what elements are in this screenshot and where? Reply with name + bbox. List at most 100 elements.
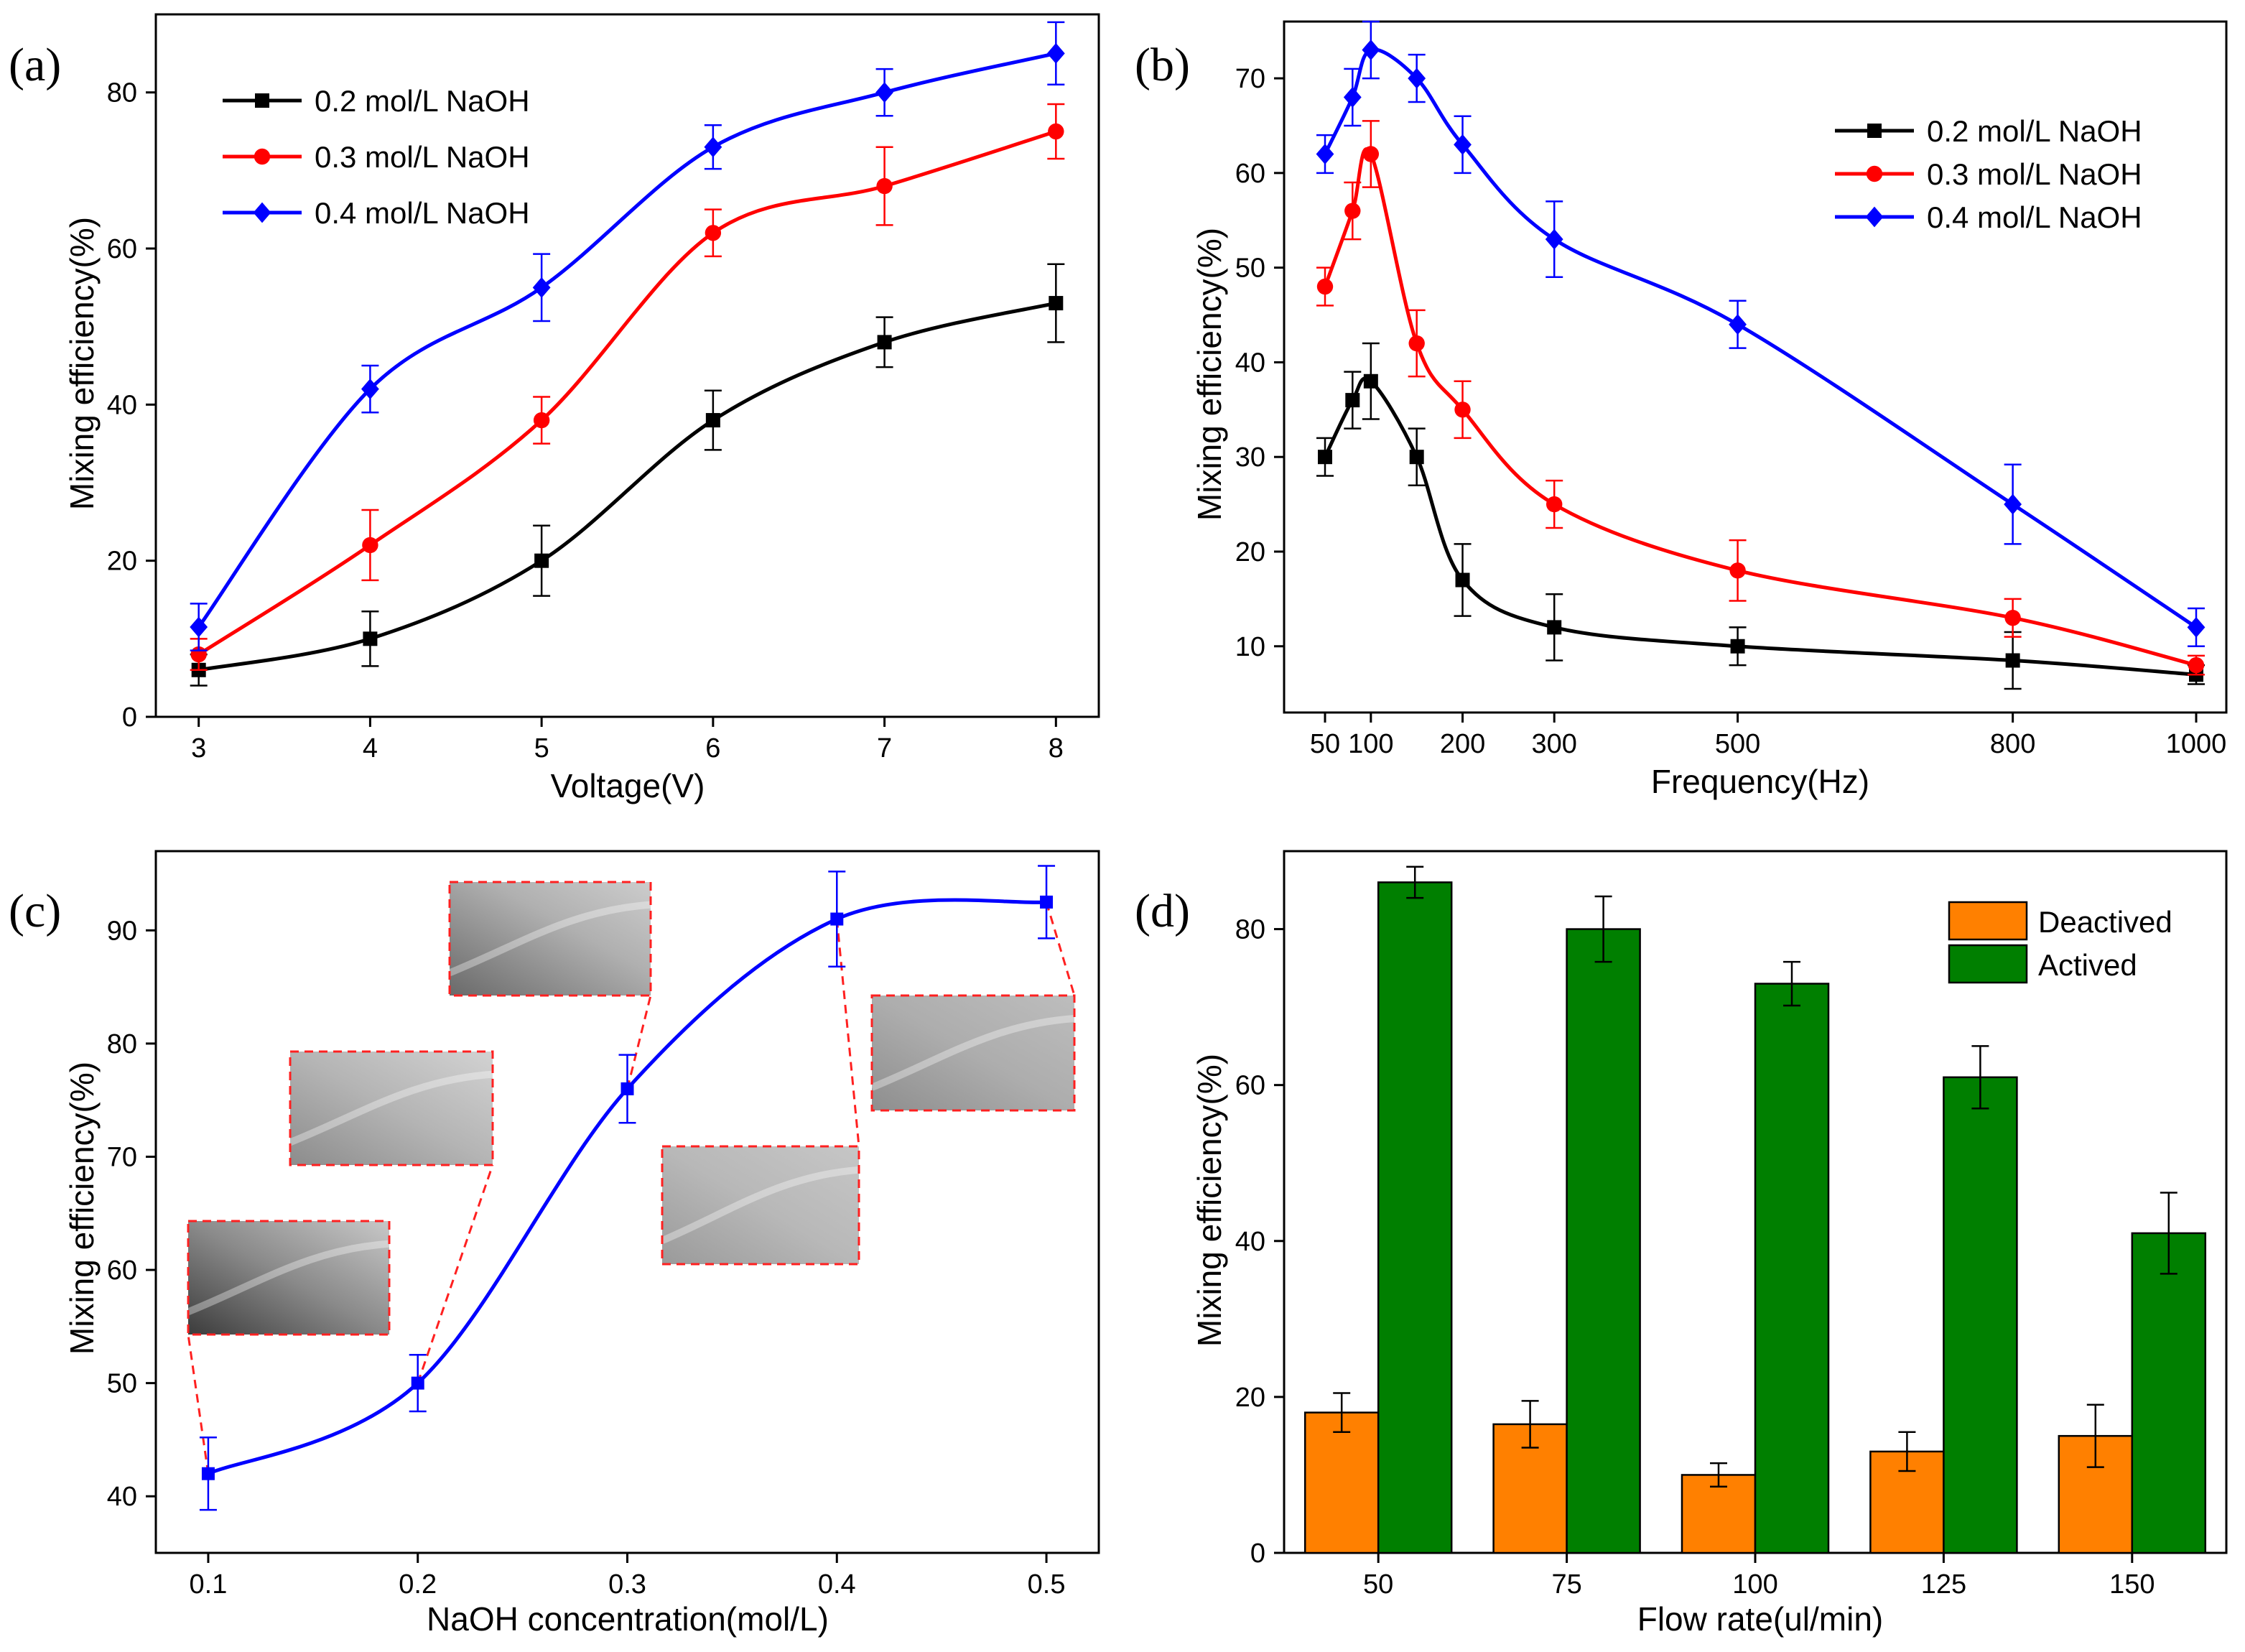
panel-b-marker bbox=[1343, 87, 1362, 108]
panel-b-marker bbox=[1408, 68, 1426, 89]
panel-b-marker bbox=[2005, 653, 2020, 668]
panel-c-y-tick-label: 90 bbox=[107, 916, 137, 946]
panel-c-inset-image bbox=[662, 1146, 859, 1264]
panel-b-legend-label: 0.2 mol/L NaOH bbox=[1927, 114, 2142, 148]
panel-c-x-tick-label: 0.4 bbox=[818, 1569, 856, 1600]
panel-a-marker bbox=[1049, 296, 1064, 311]
panel-a-legend-marker bbox=[253, 202, 271, 223]
panel-c-y-tick-label: 40 bbox=[107, 1482, 137, 1512]
panel-d-flow-rate-chart: (d) 50 75 100 125 150 0 20 40 60 80 Deactived Acti… bbox=[1135, 850, 2228, 1638]
panel-a-marker bbox=[705, 225, 722, 241]
panel-b-legend-label: 0.3 mol/L NaOH bbox=[1927, 157, 2142, 191]
panel-a-plot-frame bbox=[154, 13, 1100, 718]
panel-a-marker bbox=[362, 537, 378, 554]
panel-b-marker bbox=[2188, 656, 2205, 674]
panel-c-label: (c) bbox=[9, 885, 61, 937]
panel-c-x-tick-label: 0.5 bbox=[1028, 1569, 1066, 1600]
panel-d-y-tick-label: 80 bbox=[1235, 915, 1265, 945]
panel-b-marker bbox=[1316, 278, 1334, 295]
panel-b-legend-marker bbox=[1865, 206, 1884, 228]
panel-b-label: (b) bbox=[1135, 39, 1190, 91]
panel-c-inset-connector bbox=[835, 919, 860, 1147]
panel-d-legend-swatch bbox=[1948, 901, 2028, 941]
panel-a-x-tick-label: 7 bbox=[877, 733, 892, 764]
panel-b-x-tick-label: 200 bbox=[1440, 729, 1485, 759]
panel-b-marker bbox=[1344, 203, 1361, 219]
panel-a-marker bbox=[1046, 42, 1065, 64]
panel-b-x-tick-label: 50 bbox=[1310, 729, 1340, 759]
panel-b-x-tick-label: 1000 bbox=[2166, 729, 2227, 759]
panel-a-marker bbox=[534, 553, 549, 568]
panel-c-series-line bbox=[207, 898, 1047, 1475]
panel-a-marker bbox=[877, 335, 892, 350]
panel-b-marker bbox=[1362, 146, 1380, 162]
panel-d-label: (d) bbox=[1135, 885, 1190, 937]
panel-c-inset-connector bbox=[417, 1164, 494, 1384]
panel-a-legend-marker bbox=[254, 148, 271, 165]
panel-c-marker bbox=[201, 1467, 215, 1480]
panel-a-legend-marker bbox=[255, 93, 269, 108]
panel-c-inset-border bbox=[448, 881, 652, 997]
panel-d-y-tick-label: 60 bbox=[1235, 1071, 1265, 1101]
panel-b-marker bbox=[1409, 450, 1424, 465]
panel-a-x-axis-label: Voltage(V) bbox=[551, 767, 705, 804]
panel-d-bar-actived bbox=[1754, 983, 1830, 1554]
panel-a-y-tick-label: 40 bbox=[107, 390, 137, 420]
panel-c-marker bbox=[830, 912, 844, 926]
panel-a-y-tick-label: 60 bbox=[107, 234, 137, 264]
panel-b-marker bbox=[1546, 496, 1563, 513]
panel-c-y-tick-label: 80 bbox=[107, 1029, 137, 1059]
panel-c-inset-streak bbox=[187, 1240, 390, 1316]
panel-c-inset-streak bbox=[870, 1015, 1075, 1091]
panel-a-marker bbox=[876, 177, 893, 195]
panel-c-x-tick-label: 0.1 bbox=[190, 1569, 228, 1600]
panel-b-marker bbox=[1318, 450, 1332, 465]
panel-a-marker bbox=[361, 379, 379, 399]
panel-b-x-axis-label: Frequency(Hz) bbox=[1651, 763, 1869, 800]
panel-a-x-tick-label: 5 bbox=[534, 733, 549, 764]
panel-d-x-tick-label: 100 bbox=[1732, 1569, 1777, 1600]
panel-b-y-tick-label: 60 bbox=[1235, 159, 1265, 189]
panel-c-x-tick-label: 0.3 bbox=[608, 1569, 646, 1600]
panel-a-marker bbox=[1048, 123, 1064, 140]
panel-c-concentration-chart: (c) 0.1 0.2 0.3 0.4 0.5 40 50 60 70 80 90 NaOH con… bbox=[9, 850, 1100, 1638]
panel-b-marker bbox=[1454, 402, 1471, 418]
panel-b-y-tick-label: 20 bbox=[1235, 537, 1265, 567]
panel-b-marker bbox=[1455, 572, 1470, 588]
panel-b-marker bbox=[1547, 620, 1562, 635]
panel-a-marker bbox=[363, 631, 378, 646]
panel-a-legend-label: 0.3 mol/L NaOH bbox=[315, 140, 530, 174]
panel-b-y-tick-label: 30 bbox=[1235, 442, 1265, 473]
panel-b-x-tick-label: 500 bbox=[1715, 729, 1760, 759]
panel-d-legend-swatch bbox=[1948, 944, 2028, 984]
panel-c-insets bbox=[187, 881, 1076, 1474]
panel-b-marker bbox=[2004, 610, 2021, 626]
panel-d-y-tick-label: 40 bbox=[1235, 1227, 1265, 1257]
panel-b-x-tick-label: 100 bbox=[1348, 729, 1393, 759]
panel-c-inset-image bbox=[450, 882, 651, 996]
panel-b-legend-marker bbox=[1867, 124, 1882, 138]
panel-b-marker bbox=[1408, 335, 1425, 352]
panel-c-inset-3 bbox=[448, 881, 652, 1090]
panel-a-markers bbox=[190, 21, 1065, 687]
panel-b-x-tick-label: 300 bbox=[1532, 729, 1577, 759]
panel-b-marker bbox=[1545, 228, 1563, 250]
panel-c-y-tick-label: 50 bbox=[107, 1369, 137, 1399]
panel-c-marker bbox=[1040, 895, 1054, 909]
panel-a-marker bbox=[190, 616, 208, 638]
panel-b-y-tick-label: 50 bbox=[1235, 254, 1265, 284]
panel-b-frequency-chart: (b) 50 100 200 300 500 800 100010203040506070 … bbox=[1135, 20, 2228, 800]
panel-b-marker bbox=[1316, 144, 1334, 164]
panel-a-series-line bbox=[197, 129, 1057, 656]
panel-a-x-tick-label: 6 bbox=[705, 733, 720, 764]
panel-c-inset-streak bbox=[448, 901, 651, 977]
panel-d-legend-label: Deactived bbox=[2038, 905, 2172, 939]
panel-d-legend-label: Actived bbox=[2038, 948, 2137, 982]
panel-b-marker bbox=[1345, 393, 1360, 408]
panel-a-x-tick-label: 8 bbox=[1049, 733, 1064, 764]
panel-b-y-tick-label: 40 bbox=[1235, 348, 1265, 378]
panel-b-y-tick-label: 70 bbox=[1235, 64, 1265, 94]
panel-d-legend: Deactived Actived bbox=[1948, 901, 2172, 984]
panel-a-label: (a) bbox=[9, 39, 61, 91]
